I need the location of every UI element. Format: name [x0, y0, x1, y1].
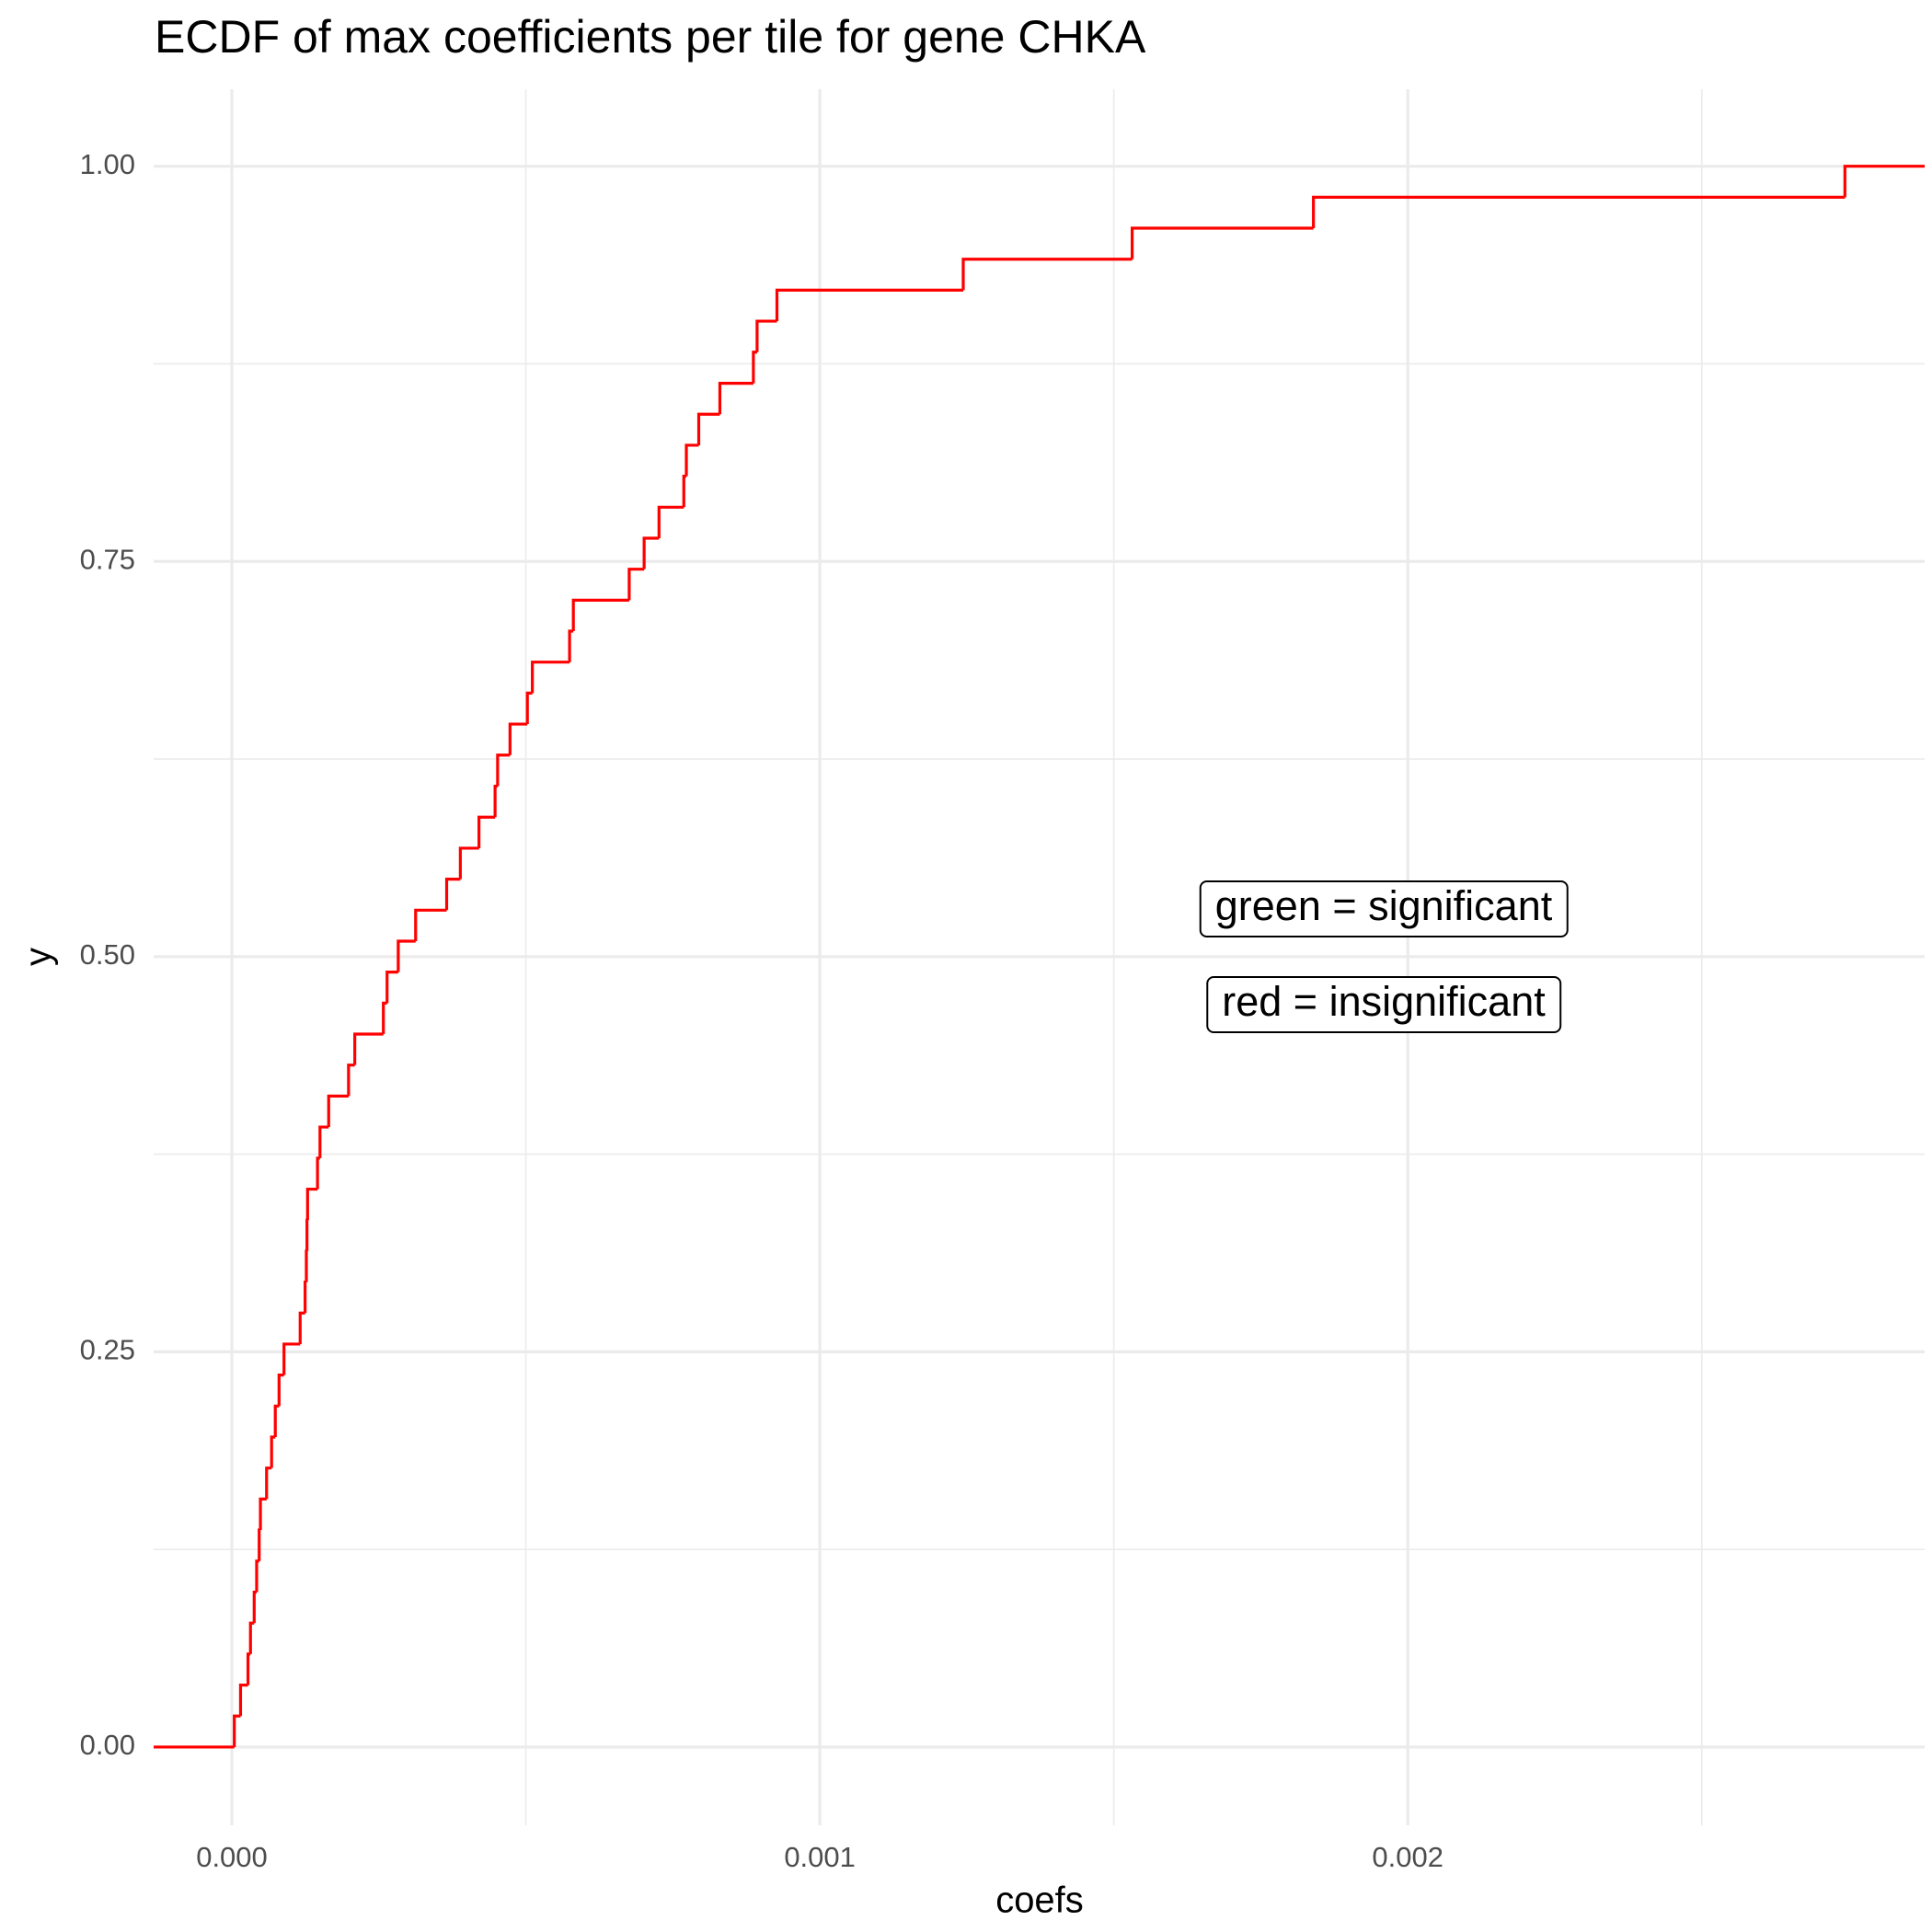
ecdf-step [298, 1311, 305, 1344]
y-tick-label: 0.75 [80, 543, 135, 575]
ecdf-step [508, 722, 528, 755]
annotation-label: red = insignificant [1222, 978, 1546, 1025]
ecdf-step [961, 258, 1133, 291]
ecdf-step [657, 505, 684, 538]
ecdf-step [252, 1590, 257, 1624]
y-axis-title: y [18, 948, 59, 966]
ecdf-step [233, 1714, 241, 1747]
ecdf-step [277, 1374, 284, 1407]
ecdf-step [265, 1466, 272, 1500]
ecdf-step [642, 536, 660, 569]
ecdf-step [696, 412, 720, 445]
ecdf-step [1312, 195, 1846, 229]
y-tick-label: 1.00 [80, 148, 135, 180]
ecdf-step [327, 1094, 349, 1128]
ecdf-line [154, 165, 1925, 1749]
ecdf-step [684, 443, 699, 477]
x-tick-label: 0.002 [1372, 1841, 1443, 1873]
annotation: green = significant [1199, 880, 1569, 937]
ecdf-step [531, 661, 570, 694]
ecdf-step [568, 629, 574, 662]
ecdf-step [305, 1249, 308, 1282]
chart-title: ECDF of max coefficients per tile for ge… [155, 11, 1146, 63]
ecdf-step [1843, 165, 1925, 198]
ecdf-step [382, 1001, 387, 1035]
x-axis-title: coefs [995, 1880, 1084, 1921]
y-tick-label: 0.25 [80, 1334, 135, 1366]
ecdf-step [304, 1281, 307, 1314]
ecdf-step [755, 319, 777, 352]
annotation-label: green = significant [1215, 882, 1553, 929]
ecdf-step [496, 753, 511, 787]
ecdf-step [627, 568, 645, 601]
ecdf-step [397, 939, 416, 972]
ecdf-step [305, 1187, 318, 1221]
ecdf-step [255, 1559, 259, 1593]
grid [154, 89, 1925, 1825]
ecdf-step [353, 1032, 384, 1065]
ecdf-step [571, 598, 629, 632]
annotation-box [1206, 976, 1562, 1033]
ecdf-step [458, 846, 479, 880]
ecdf-step [752, 351, 757, 384]
ecdf-step [305, 1218, 309, 1251]
ecdf-step [1131, 226, 1314, 259]
x-tick-label: 0.000 [196, 1841, 268, 1873]
annotation: red = insignificant [1206, 976, 1562, 1033]
ecdf-step [414, 908, 447, 941]
x-tick-label: 0.001 [784, 1841, 856, 1873]
ecdf-step [238, 1683, 248, 1717]
ecdf-step [347, 1064, 355, 1097]
y-tick-label: 0.50 [80, 938, 135, 971]
ecdf-step [477, 815, 496, 848]
ecdf-step [259, 1497, 267, 1531]
ecdf-step [385, 971, 398, 1004]
ecdf-step [258, 1528, 261, 1561]
ecdf-step [282, 1342, 301, 1375]
ecdf-step [682, 475, 687, 508]
ecdf-step [318, 1125, 329, 1158]
ecdf-step [775, 288, 963, 322]
ecdf-step [525, 691, 533, 725]
ecdf-step [493, 784, 498, 818]
annotation-box [1199, 880, 1569, 937]
ecdf-step [718, 381, 753, 415]
ecdf-step [444, 878, 461, 911]
ecdf-step [273, 1404, 280, 1437]
y-tick-label: 0.00 [80, 1729, 135, 1761]
